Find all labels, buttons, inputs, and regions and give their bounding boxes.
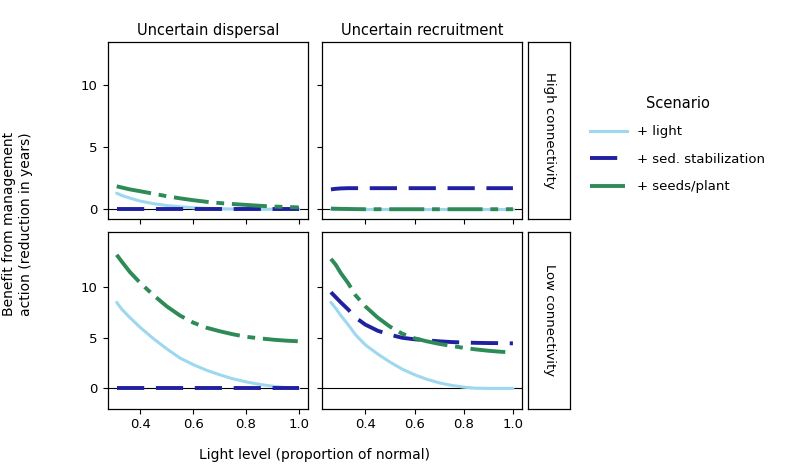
Text: Light level (proportion of normal): Light level (proportion of normal) bbox=[199, 448, 430, 462]
Text: Benefit from management
action (reduction in years): Benefit from management action (reductio… bbox=[2, 132, 33, 316]
Text: Low connectivity: Low connectivity bbox=[543, 264, 556, 376]
Legend: + light, + sed. stabilization, + seeds/plant: + light, + sed. stabilization, + seeds/p… bbox=[584, 91, 771, 199]
Title: Uncertain dispersal: Uncertain dispersal bbox=[136, 23, 279, 38]
Text: High connectivity: High connectivity bbox=[543, 72, 556, 189]
Title: Uncertain recruitment: Uncertain recruitment bbox=[340, 23, 503, 38]
